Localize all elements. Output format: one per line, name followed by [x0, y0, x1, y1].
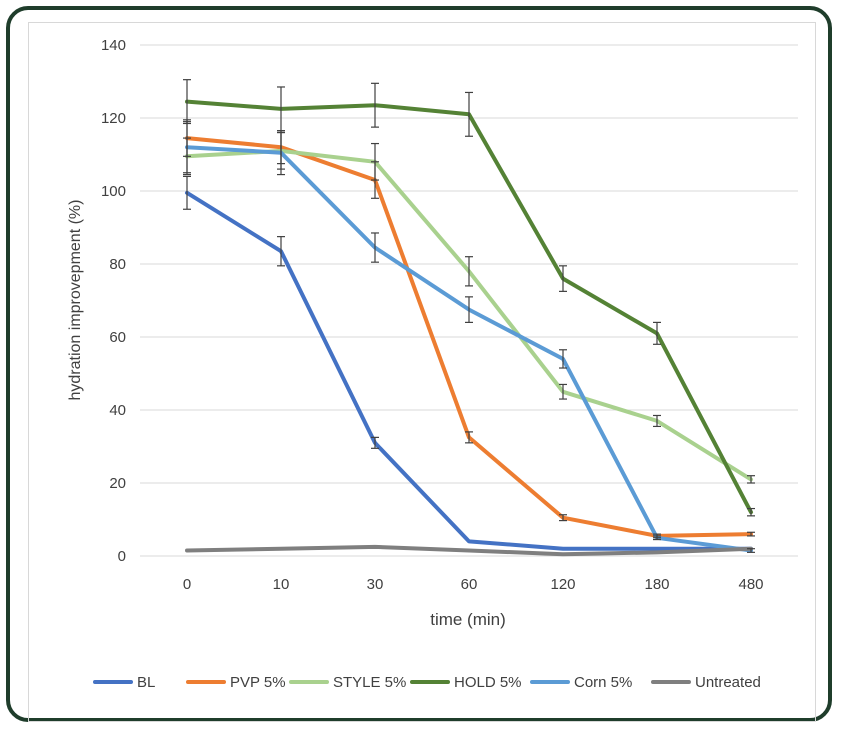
- error-bar: [465, 431, 473, 444]
- error-bar: [653, 414, 661, 428]
- x-axis-label: time (min): [430, 610, 506, 629]
- error-bar: [371, 82, 379, 128]
- error-bar: [371, 232, 379, 263]
- error-bar: [183, 121, 191, 174]
- legend-item: STYLE 5%: [289, 674, 406, 691]
- error-bar: [747, 531, 755, 537]
- y-tick-label: 40: [109, 402, 126, 419]
- y-tick-label: 120: [101, 110, 126, 127]
- series-line-bl: [185, 190, 753, 551]
- y-tick-label: 0: [118, 548, 126, 565]
- series-line-untreated: [185, 544, 753, 557]
- error-bars: [183, 79, 755, 553]
- error-bar: [559, 514, 567, 522]
- legend-item: BL: [93, 674, 155, 691]
- y-tick-label: 140: [101, 37, 126, 54]
- x-tick-label: 30: [367, 576, 384, 593]
- error-bar: [559, 349, 567, 369]
- error-bar: [465, 296, 473, 323]
- legend-item: HOLD 5%: [410, 674, 522, 691]
- x-tick-label: 480: [738, 576, 763, 593]
- error-bar: [747, 548, 755, 553]
- error-bar: [465, 91, 473, 137]
- x-tick-label: 0: [183, 576, 191, 593]
- legend-label: Untreated: [695, 674, 761, 691]
- legend-label: STYLE 5%: [333, 674, 406, 691]
- legend-item: Corn 5%: [530, 674, 632, 691]
- x-axis-ticks: 0 10 30 60 120 180 480: [183, 576, 764, 593]
- y-tick-label: 80: [109, 256, 126, 273]
- legend-label: HOLD 5%: [454, 674, 522, 691]
- chart-container: [28, 22, 816, 722]
- error-bar: [371, 436, 379, 449]
- error-bar: [465, 256, 473, 287]
- error-bar: [559, 383, 567, 400]
- legend-label: Corn 5%: [574, 674, 632, 691]
- legend-label: PVP 5%: [230, 674, 286, 691]
- series-lines: [185, 99, 753, 557]
- x-tick-label: 180: [644, 576, 669, 593]
- y-axis-ticks: 0 20 40 60 80 100 120 140: [101, 37, 126, 565]
- legend-item: PVP 5%: [186, 674, 286, 691]
- error-bar: [653, 535, 661, 541]
- legend: BL PVP 5% STYLE 5% HOLD 5% Corn 5% Untreated: [93, 674, 761, 691]
- legend-label: BL: [137, 674, 155, 691]
- card-frame: [6, 6, 832, 722]
- error-bar: [371, 142, 379, 181]
- error-bar: [747, 507, 755, 517]
- error-bar: [183, 175, 191, 210]
- error-bar: [559, 265, 567, 292]
- error-bar: [653, 321, 661, 345]
- y-tick-label: 100: [101, 183, 126, 200]
- y-axis-label: hydration improvepment (%): [67, 200, 84, 401]
- x-tick-label: 60: [461, 576, 478, 593]
- error-bar: [747, 475, 755, 484]
- legend-item: Untreated: [651, 674, 761, 691]
- error-bar: [277, 130, 285, 176]
- x-tick-label: 10: [273, 576, 290, 593]
- y-tick-label: 20: [109, 475, 126, 492]
- error-bar: [277, 236, 285, 267]
- x-tick-label: 120: [550, 576, 575, 593]
- y-tick-label: 60: [109, 329, 126, 346]
